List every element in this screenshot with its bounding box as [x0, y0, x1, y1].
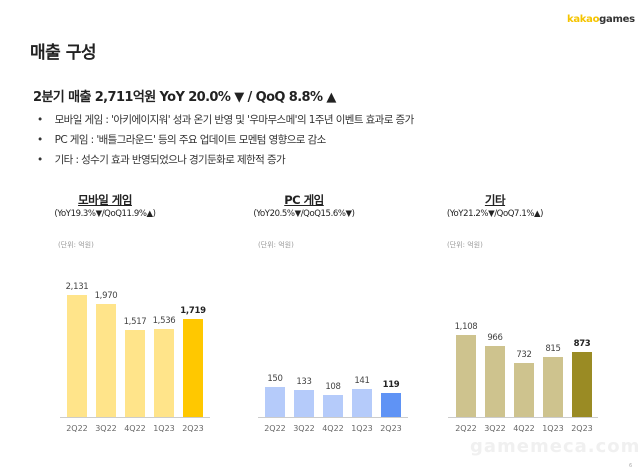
mobile-value-label: 1,517 — [123, 317, 147, 328]
other-bar-4Q22 — [514, 362, 534, 417]
pc-category-label: 2Q23 — [380, 424, 402, 433]
logo-games: games — [599, 14, 635, 25]
mobile-chart-subtitle: (YoY19.3%▼/QoQ11.9%▲) — [54, 209, 156, 219]
other-chart-subtitle: (YoY21.2%▼/QoQ7.1%▲) — [446, 209, 544, 219]
mobile-bar-1Q23 — [154, 329, 174, 417]
pc-bar-4Q22 — [323, 395, 343, 417]
pc-category-label: 3Q22 — [293, 424, 315, 433]
pc-chart-title: PC 게임 — [284, 193, 324, 207]
other-bar-2Q22 — [456, 335, 476, 417]
other-bar-3Q22 — [485, 345, 505, 417]
page-title: 매출 구성 — [30, 43, 96, 63]
mobile-value-label: 2,131 — [65, 282, 89, 292]
logo-kakao: kakao — [567, 14, 600, 25]
pc-category-label: 2Q22 — [264, 424, 286, 433]
pc-bar-3Q22 — [294, 390, 314, 417]
kakaogames-logo: kakaogames — [567, 14, 635, 25]
other-value-label: 873 — [573, 339, 591, 350]
mobile-bar-4Q22 — [125, 330, 145, 417]
mobile-bar-2Q23 — [183, 318, 203, 417]
mobile-value-label: 1,536 — [152, 316, 176, 327]
mobile-category-label: 3Q22 — [95, 424, 117, 433]
bullet-item: PC 게임 : '배틀그라운드' 등의 주요 업데이트 모멘텀 영향으로 감소 — [37, 130, 414, 150]
pc-value-label: 133 — [296, 377, 312, 388]
other-value-label: 1,108 — [454, 322, 478, 332]
other-category-label: 2Q22 — [455, 424, 477, 433]
mobile-baseline — [60, 417, 210, 418]
mobile-bar-2Q22 — [67, 295, 87, 417]
pc-category-label: 4Q22 — [322, 424, 344, 433]
pc-value-label: 150 — [267, 374, 283, 384]
revenue-headline: 2분기 매출 2,711억원 YoY 20.0% ▼ / QoQ 8.8% ▲ — [33, 90, 336, 105]
other-category-label: 3Q22 — [484, 424, 506, 433]
other-chart-title: 기타 — [484, 193, 506, 207]
pc-bar-2Q23 — [381, 393, 401, 417]
pc-chart-subtitle: (YoY20.5%▼/QoQ15.6%▼) — [253, 209, 355, 219]
pc-value-label: 119 — [382, 380, 400, 391]
watermark: gamemeca.com — [470, 436, 640, 457]
pc-category-label: 1Q23 — [351, 424, 373, 433]
other-category-label: 4Q22 — [513, 424, 535, 433]
other-bar-2Q23 — [572, 352, 592, 417]
mobile-category-label: 1Q23 — [153, 424, 175, 433]
mobile-unit-label: (단위: 억원) — [58, 241, 94, 249]
mobile-category-label: 4Q22 — [124, 424, 146, 433]
other-unit-label: (단위: 억원) — [447, 241, 483, 249]
mobile-category-label: 2Q23 — [182, 424, 204, 433]
other-bar-1Q23 — [543, 356, 563, 417]
other-baseline — [448, 417, 598, 418]
mobile-category-label: 2Q22 — [66, 424, 88, 433]
other-value-label: 815 — [545, 343, 561, 354]
mobile-value-label: 1,719 — [180, 305, 206, 316]
mobile-chart-title: 모바일 게임 — [78, 193, 132, 207]
pc-baseline — [258, 417, 408, 418]
page-number: 6 — [629, 463, 633, 469]
pc-bar-2Q22 — [265, 387, 285, 417]
other-category-label: 2Q23 — [571, 424, 593, 433]
pc-value-label: 108 — [325, 382, 341, 393]
mobile-bar-3Q22 — [96, 304, 116, 417]
pc-value-label: 141 — [354, 375, 370, 386]
bullet-list: 모바일 게임 : '아키에이지워' 성과 온기 반영 및 '우마무스메'의 1주… — [37, 110, 415, 170]
pc-unit-label: (단위: 억원) — [258, 241, 294, 249]
mobile-value-label: 1,970 — [94, 291, 118, 302]
other-value-label: 732 — [516, 349, 532, 360]
other-value-label: 966 — [487, 332, 503, 343]
pc-bar-1Q23 — [352, 388, 372, 417]
bullet-item: 모바일 게임 : '아키에이지워' 성과 온기 반영 및 '우마무스메'의 1주… — [37, 110, 415, 130]
bullet-item: 기타 : 성수기 효과 반영되었으나 경기둔화로 제한적 증가 — [37, 150, 414, 170]
other-category-label: 1Q23 — [542, 424, 564, 433]
